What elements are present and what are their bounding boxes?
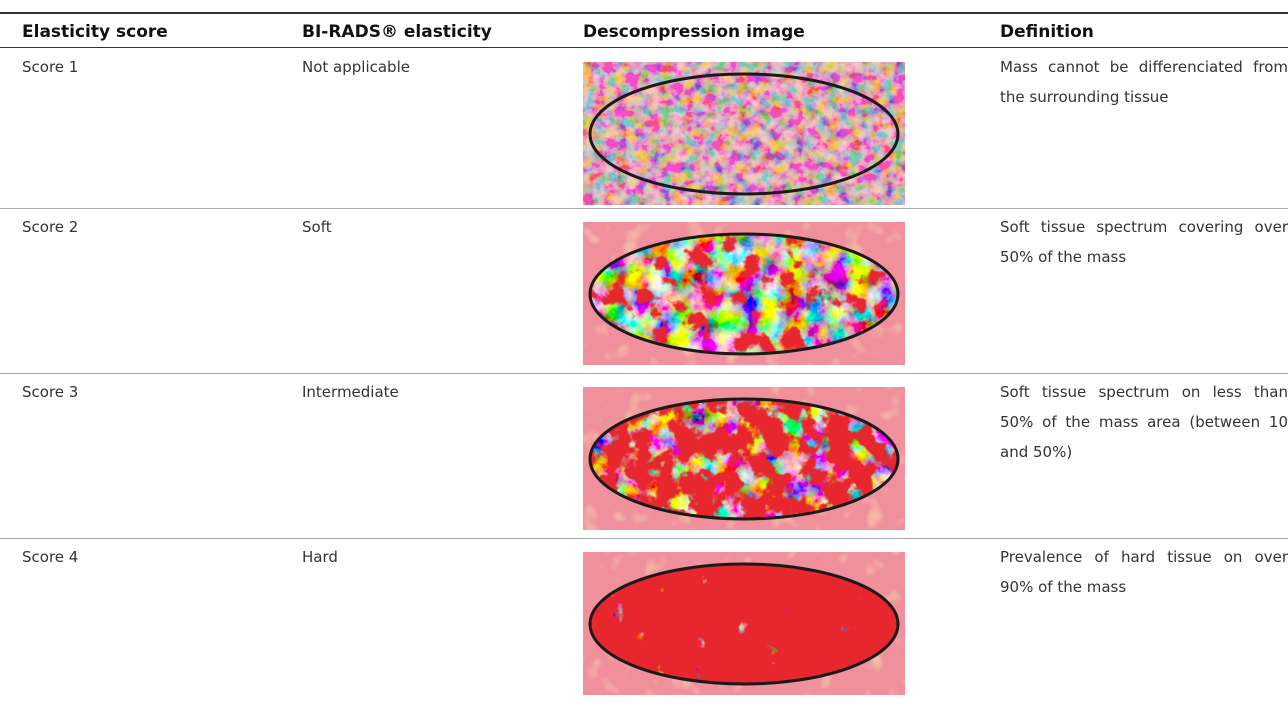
birads-cell: Intermediate xyxy=(302,377,399,407)
header-cell: Elasticity score xyxy=(22,14,168,48)
definition-cell: Soft tissue spectrum covering over 50% o… xyxy=(1000,212,1288,272)
score-cell: Score 4 xyxy=(22,542,78,572)
definition-cell: Soft tissue spectrum on less than 50% of… xyxy=(1000,377,1288,467)
birads-cell: Soft xyxy=(302,212,332,242)
page: Elasticity score BI-RADS® elasticity Des… xyxy=(0,0,1288,708)
score-cell: Score 3 xyxy=(22,377,78,407)
birads-cell: Not applicable xyxy=(302,52,410,82)
elastography-image xyxy=(583,62,905,205)
birads-cell: Hard xyxy=(302,542,338,572)
tint xyxy=(583,62,905,205)
table-row: Score 2 Soft Soft tissue spectrum covering… xyxy=(0,208,1288,373)
definition-cell: Prevalence of hard tissue on over 90% of… xyxy=(1000,542,1288,602)
header-cell: Definition xyxy=(1000,14,1094,48)
elastography-image xyxy=(583,552,905,695)
row-rule xyxy=(0,208,1288,209)
score-cell: Score 1 xyxy=(22,52,78,82)
definition-cell: Mass cannot be differenciated from the s… xyxy=(1000,52,1288,112)
elastography-image xyxy=(583,222,905,365)
table-row: Score 4 Hard Prevalence of hard tissue on … xyxy=(0,538,1288,708)
score-cell: Score 2 xyxy=(22,212,78,242)
header-cell: BI-RADS® elasticity xyxy=(302,14,492,48)
header-cell: Descompression image xyxy=(583,14,805,48)
table-row: Score 1 Not applicable Mass cannot be diff… xyxy=(0,48,1288,208)
row-rule xyxy=(0,538,1288,539)
table-row: Score 3 Intermediate Soft tissue spectrum … xyxy=(0,373,1288,538)
row-rule xyxy=(0,373,1288,374)
elastography-image xyxy=(583,387,905,530)
